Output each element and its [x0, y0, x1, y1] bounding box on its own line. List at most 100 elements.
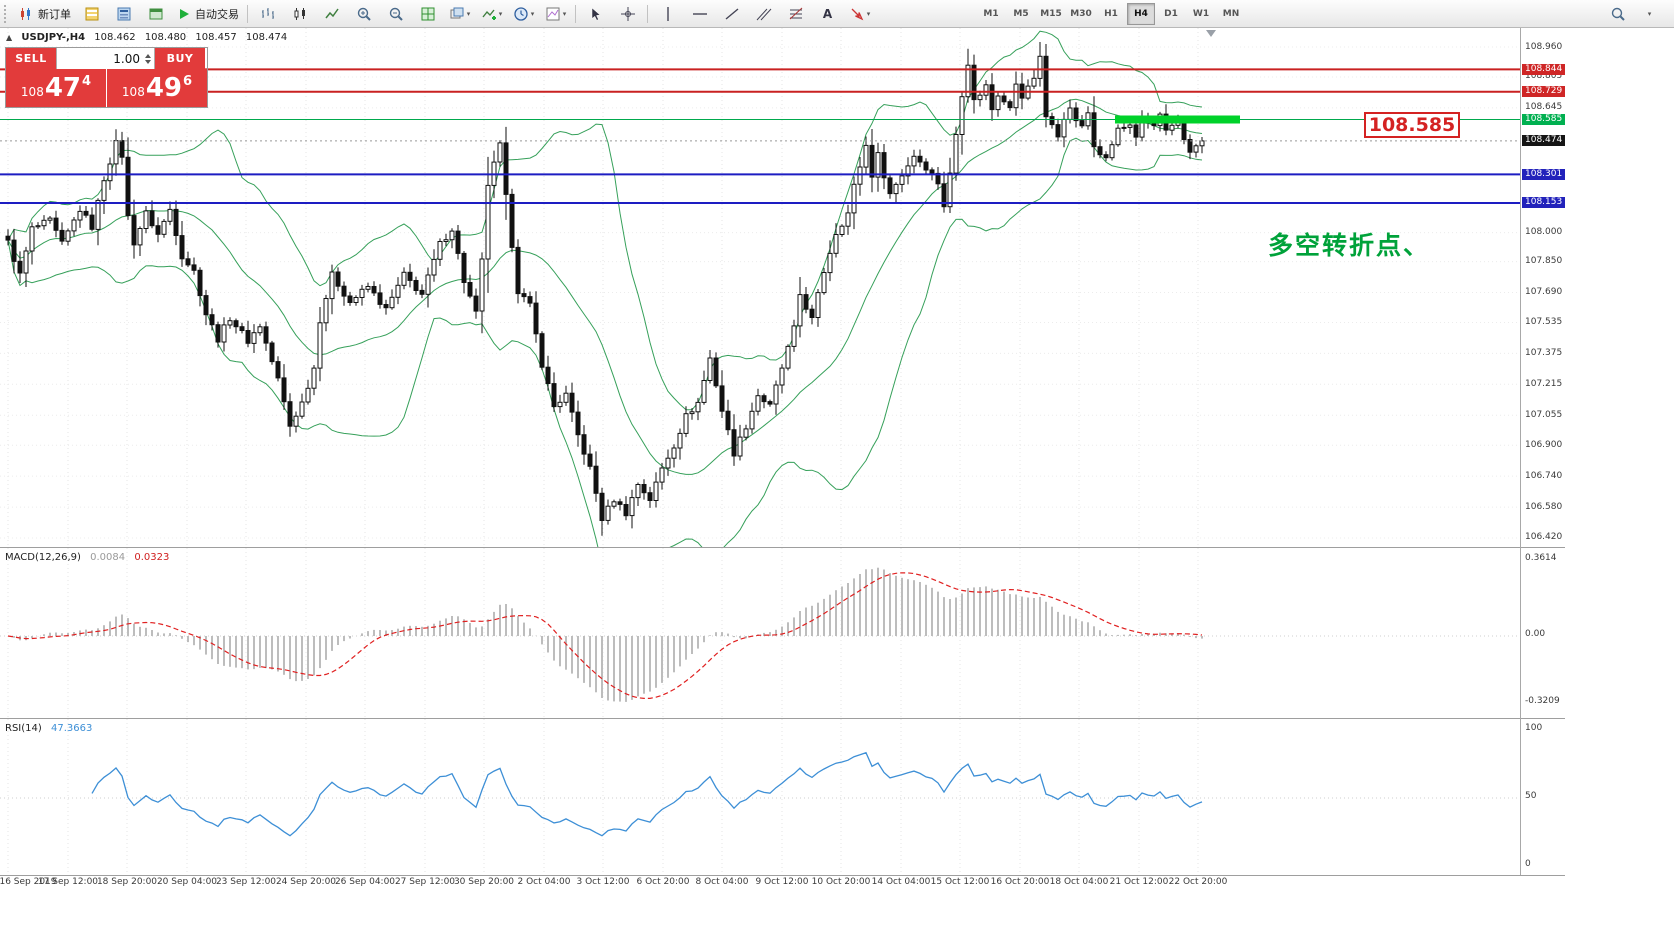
arrows-tool-icon — [851, 8, 864, 20]
candlestick-chart-button[interactable] — [284, 2, 315, 26]
ohlc-close: 108.474 — [245, 32, 288, 43]
macd-axis-label: 0.00 — [1525, 629, 1546, 639]
time-axis-label[interactable]: 8 Oct 04:00 — [695, 877, 749, 887]
price-axis-label: 108.729 — [1522, 86, 1566, 98]
fibonacci-tool-button[interactable] — [780, 2, 811, 26]
horizontal-line-tool-button[interactable] — [684, 2, 715, 26]
sell-button[interactable]: SELL — [6, 48, 56, 69]
time-axis-label[interactable]: 17 Sep 12:00 — [37, 877, 99, 887]
annotation-text[interactable]: 多空转折点、 — [1268, 231, 1431, 260]
time-axis-label[interactable]: 26 Sep 04:00 — [334, 877, 396, 887]
lot-size-value[interactable]: 1.00 — [113, 51, 140, 66]
time-axis-label[interactable]: 14 Oct 04:00 — [871, 877, 931, 887]
chart-shift-marker[interactable] — [1206, 30, 1216, 37]
buy-price-frac: 6 — [183, 74, 193, 89]
toolbar-grip[interactable] — [4, 4, 11, 23]
time-axis-label[interactable]: 21 Oct 12:00 — [1109, 877, 1169, 887]
symbol-ohlc-line: ▲ USDJPY-,H4 108.462 108.480 108.457 108… — [6, 32, 293, 43]
price-callout[interactable]: 108.585 — [1364, 112, 1460, 138]
macd-panel[interactable] — [0, 548, 1520, 718]
panel-separator[interactable] — [0, 718, 1565, 719]
market-watch-button[interactable] — [76, 2, 107, 26]
timeframe-m1-button[interactable]: M1 — [983, 8, 999, 19]
time-axis-label[interactable]: 18 Oct 04:00 — [1049, 877, 1109, 887]
sell-price-frac: 4 — [82, 74, 92, 89]
templates-button[interactable]: ▾ — [540, 2, 571, 26]
trendline-tool-button[interactable] — [716, 2, 747, 26]
price-axis-label: 108.153 — [1522, 197, 1566, 209]
one-click-collapse-arrow[interactable]: ▲ — [6, 33, 13, 42]
lot-size-input[interactable]: 1.00 — [56, 48, 155, 69]
price-axis-label: 108.960 — [1525, 41, 1563, 52]
time-axis-label[interactable]: 20 Sep 04:00 — [156, 877, 218, 887]
periods-clock-icon — [514, 6, 528, 21]
panel-separator[interactable] — [0, 547, 1565, 548]
time-axis-label[interactable]: 10 Oct 20:00 — [811, 877, 871, 887]
text-tool-button[interactable]: A — [812, 2, 843, 26]
symbol-title: USDJPY-,H4 — [21, 32, 86, 43]
buy-price-button[interactable]: 108 49 6 — [107, 69, 207, 107]
time-axis-label[interactable]: 24 Sep 20:00 — [275, 877, 337, 887]
time-axis-label[interactable]: 30 Sep 20:00 — [453, 877, 515, 887]
autotrading-button[interactable]: 自动交易 — [172, 2, 243, 26]
buy-price-pips: 49 — [145, 73, 183, 103]
new-order-button[interactable]: 新订单 — [15, 2, 75, 26]
search-button[interactable] — [1602, 2, 1633, 26]
panel-separator[interactable] — [0, 875, 1565, 876]
timeframe-h4-button[interactable]: H4 — [1127, 2, 1155, 25]
macd-axis-label: -0.3209 — [1525, 696, 1560, 707]
ohlc-open: 108.462 — [94, 32, 136, 43]
timeframe-m5-button[interactable]: M5 — [1013, 8, 1029, 19]
price-axis-label: 108.844 — [1522, 63, 1566, 75]
price-axis-label: 108.805 — [1525, 71, 1563, 82]
vertical-line-tool-button[interactable] — [652, 2, 683, 26]
arrows-tool-button[interactable]: ▾ — [844, 2, 875, 26]
time-axis-label[interactable]: 18 Sep 20:00 — [96, 877, 158, 887]
time-axis-label[interactable]: 2 Oct 04:00 — [517, 877, 571, 887]
time-axis-label[interactable]: 6 Oct 20:00 — [636, 877, 690, 887]
arrows-caret-icon: ▾ — [866, 9, 871, 18]
time-axis-label[interactable]: 23 Sep 12:00 — [215, 877, 277, 887]
price-axis-label: 108.585 — [1522, 113, 1566, 125]
time-axis-label[interactable]: 3 Oct 12:00 — [576, 877, 630, 887]
templates-icon — [546, 7, 560, 20]
time-axis-label[interactable]: 16 Sep 2019 — [0, 877, 57, 887]
indicators-button[interactable]: ▾ — [476, 2, 507, 26]
timeframe-h1-button[interactable]: H1 — [1104, 8, 1118, 19]
data-window-button[interactable] — [108, 2, 139, 26]
timeframe-m15-button[interactable]: M15 — [1040, 8, 1062, 19]
time-axis-label[interactable]: 16 Oct 20:00 — [990, 877, 1050, 887]
tile-windows-button[interactable] — [412, 2, 443, 26]
periods-button[interactable]: ▾ — [508, 2, 539, 26]
line-chart-button[interactable] — [316, 2, 347, 26]
price-axis-label: 107.215 — [1525, 378, 1563, 389]
toolbar-options-button[interactable]: ▾ — [1633, 2, 1664, 26]
lot-decrease-icon[interactable] — [145, 59, 151, 64]
zoom-out-button[interactable] — [380, 2, 411, 26]
channel-tool-button[interactable] — [748, 2, 779, 26]
price-chart[interactable] — [0, 28, 1520, 547]
crosshair-icon — [620, 6, 635, 21]
terminal-button[interactable] — [140, 2, 171, 26]
terminal-icon — [149, 8, 162, 19]
timeframe-m30-button[interactable]: M30 — [1070, 8, 1092, 19]
time-axis-label[interactable]: 22 Oct 20:00 — [1168, 877, 1228, 887]
cursor-button[interactable] — [580, 2, 611, 26]
price-axis-line[interactable] — [1520, 28, 1521, 875]
timeframe-w1-button[interactable]: W1 — [1192, 8, 1210, 19]
bar-chart-button[interactable] — [252, 2, 283, 26]
timeframe-d1-button[interactable]: D1 — [1164, 8, 1178, 19]
zoom-in-button[interactable] — [348, 2, 379, 26]
time-axis-label[interactable]: 27 Sep 12:00 — [394, 877, 456, 887]
timeframe-toolbar: M1 M5 M15 M30 H1 H4 D1 W1 MN — [976, 2, 1246, 25]
sell-price-button[interactable]: 108 47 4 — [6, 69, 106, 107]
buy-label: BUY — [166, 52, 194, 65]
time-axis-label[interactable]: 15 Oct 12:00 — [930, 877, 990, 887]
rsi-panel[interactable] — [0, 719, 1520, 875]
crosshair-button[interactable] — [612, 2, 643, 26]
timeframe-mn-button[interactable]: MN — [1222, 8, 1240, 19]
buy-button[interactable]: BUY — [155, 48, 205, 69]
cascade-windows-button[interactable]: ▾ — [444, 2, 475, 26]
lot-increase-icon[interactable] — [145, 53, 151, 58]
time-axis-label[interactable]: 9 Oct 12:00 — [755, 877, 809, 887]
